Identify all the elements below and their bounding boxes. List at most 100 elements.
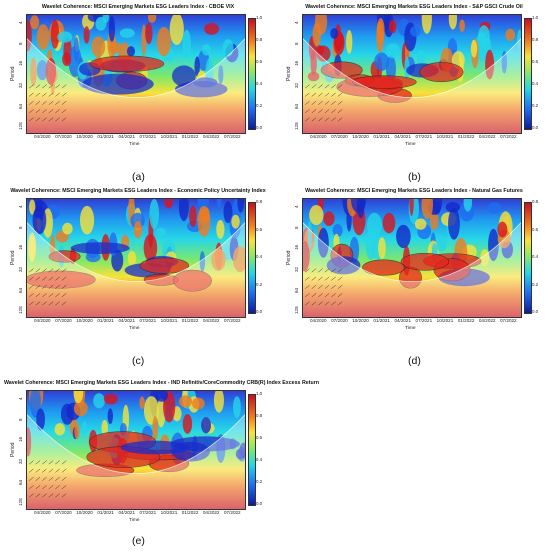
x-tick-label: 10/2020: [76, 134, 93, 139]
coherence-blob: [107, 408, 114, 425]
phase-arrow: [29, 493, 34, 498]
x-tick-label: 10/2020: [352, 318, 369, 323]
coherence-blob: [182, 414, 193, 434]
phase-arrow: [35, 84, 41, 89]
coherence-blob: [414, 218, 427, 230]
coherence-blob: [73, 37, 79, 63]
phase-arrow: [29, 92, 34, 97]
coherence-blob: [436, 236, 447, 252]
phase-arrow: [318, 117, 323, 122]
phase-arrow: [48, 268, 54, 273]
x-axis-label: Time: [405, 326, 416, 331]
coherence-blob: [29, 199, 36, 215]
x-tick-label: 04/2020: [310, 134, 327, 139]
coherence-blob: [108, 42, 123, 53]
coherence-blob: [130, 212, 145, 229]
phase-arrow: [305, 117, 310, 122]
coherence-blob: [32, 206, 47, 235]
colorbar-tick-label: 0.8: [532, 37, 539, 42]
coherence-blob: [127, 250, 137, 266]
phase-arrow: [324, 117, 330, 122]
phase-arrow: [29, 276, 34, 281]
phase-arrow: [55, 485, 60, 490]
phase-arrow: [48, 92, 54, 97]
coherence-blob: [303, 241, 310, 272]
phase-arrow: [324, 284, 330, 289]
colorbar-tick-label: 0.2: [532, 103, 539, 108]
panel-caption: (e): [132, 535, 145, 547]
colorbar: [248, 202, 256, 314]
phase-arrow: [35, 117, 41, 122]
phase-arrow: [331, 109, 336, 114]
phase-arrow: [331, 117, 336, 122]
coherence-blob: [194, 56, 200, 77]
x-tick-label: 07/2020: [55, 134, 72, 139]
coherence-heatmap: [303, 15, 521, 133]
y-tick-label: 128: [18, 498, 23, 506]
phase-arrow: [311, 276, 317, 281]
coherence-blob: [378, 237, 386, 259]
phase-arrow: [324, 276, 330, 281]
phase-arrow: [35, 100, 41, 105]
x-tick-label: 01/2022: [457, 134, 475, 139]
coherence-blob: [310, 50, 317, 76]
panel-caption: (a): [132, 171, 145, 183]
coherence-blob: [155, 391, 168, 402]
cone-of-influence-edge: [27, 38, 245, 98]
coherence-blob: [201, 417, 211, 434]
coherence-blob: [218, 65, 224, 85]
phase-arrow: [55, 92, 60, 97]
coherence-blob: [382, 212, 396, 234]
phase-arrow: [337, 100, 343, 105]
phase-arrow: [48, 117, 54, 122]
coherence-blob: [36, 24, 50, 50]
coherence-blob: [316, 45, 331, 62]
coherence-blob: [82, 421, 87, 436]
phase-arrow: [331, 276, 336, 281]
phase-arrow: [48, 84, 54, 89]
coherence-region: [193, 77, 218, 88]
coherence-blob: [30, 15, 40, 30]
y-tick-label: 32: [18, 266, 23, 272]
panel-title: Wavelet Coherence: MSCI Emerging Markets…: [305, 4, 523, 10]
phase-arrow: [55, 268, 60, 273]
coherence-region: [352, 75, 417, 89]
colorbar-tick-label: 0.2: [532, 281, 539, 287]
x-tick-label: 04/2020: [34, 134, 51, 139]
phase-arrow: [311, 284, 317, 289]
y-tick-label: 64: [294, 287, 299, 293]
phase-arrow: [48, 468, 54, 473]
phase-arrow: [35, 476, 41, 481]
coherence-blob: [179, 395, 193, 408]
coherence-blob: [483, 37, 492, 53]
panel-caption: (b): [408, 171, 421, 183]
coherence-blob: [201, 44, 211, 56]
phase-arrow: [311, 117, 317, 122]
phase-arrow: [331, 84, 336, 89]
phase-arrow: [318, 84, 323, 89]
phase-arrow: [55, 460, 60, 465]
y-tick-label: 64: [294, 103, 299, 109]
phase-arrow: [61, 460, 67, 465]
phase-arrow: [318, 276, 323, 281]
coherence-blob: [239, 442, 245, 459]
phase-arrow: [337, 293, 343, 298]
coherence-blob: [74, 423, 80, 440]
coherence-blob: [488, 202, 502, 214]
colorbar: [524, 202, 532, 314]
phase-arrow: [324, 84, 330, 89]
coherence-blob: [28, 235, 35, 263]
phase-arrow: [337, 92, 343, 97]
coherence-blob: [62, 222, 73, 235]
colorbar-tick-label: 0.2: [256, 281, 263, 287]
x-tick-label: 10/2021: [436, 134, 454, 139]
panel-title: Wavelet Coherence: MSCI Emerging Markets…: [10, 188, 266, 194]
coherence-region: [171, 65, 196, 87]
x-tick-label: 04/2022: [202, 134, 220, 139]
x-tick-label: 04/2020: [34, 318, 51, 323]
coherence-blob: [323, 211, 335, 227]
colorbar-tick-label: 1.0: [256, 15, 263, 20]
phase-arrow: [42, 468, 47, 473]
y-axis-label: Period: [10, 66, 16, 81]
coherence-blob: [448, 207, 460, 240]
